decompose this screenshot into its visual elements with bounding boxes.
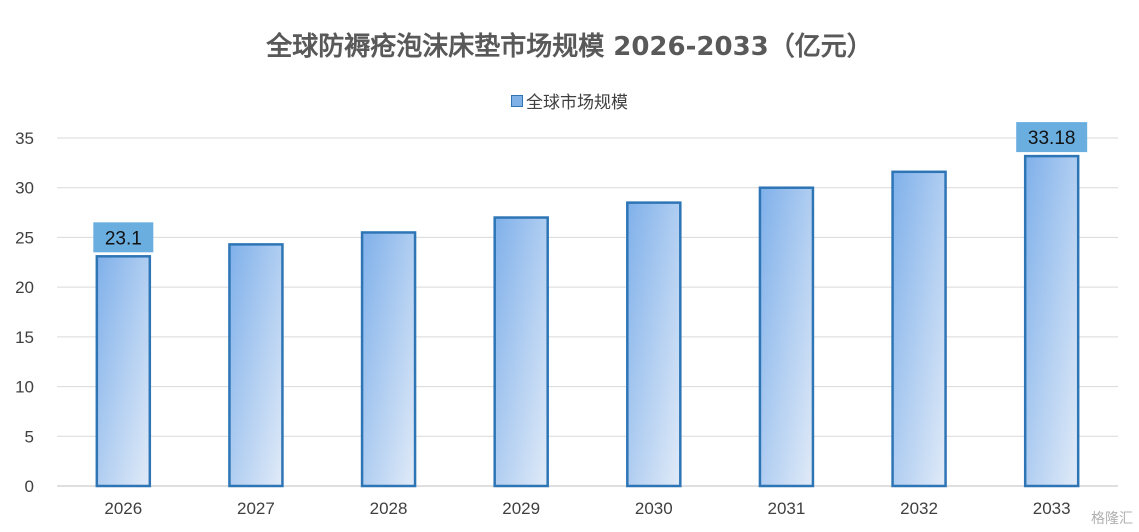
y-tick-label: 10 <box>15 378 34 397</box>
bar <box>758 186 815 488</box>
y-tick-label: 35 <box>15 129 34 148</box>
bar <box>95 255 152 488</box>
data-label-box <box>93 222 154 253</box>
bar <box>1023 154 1080 488</box>
x-tick-label: 2028 <box>370 499 408 518</box>
y-tick-label: 20 <box>15 278 34 297</box>
x-tick-label: 2026 <box>104 499 142 518</box>
legend: 全球市场规模 <box>0 88 1139 113</box>
y-tick-label: 25 <box>15 228 34 247</box>
data-label: 23.1 <box>105 228 142 249</box>
bar <box>228 243 284 488</box>
y-tick-label: 5 <box>25 427 34 446</box>
bar <box>891 170 947 488</box>
data-label-box <box>1016 122 1088 153</box>
x-tick-label: 2033 <box>1033 499 1071 518</box>
data-label: 33.18 <box>1028 128 1076 149</box>
y-tick-label: 15 <box>15 328 34 347</box>
y-tick-label: 30 <box>15 179 34 198</box>
legend-swatch <box>511 95 523 107</box>
y-tick-label: 0 <box>25 477 34 496</box>
x-tick-label: 2030 <box>635 499 673 518</box>
bar <box>360 231 417 488</box>
watermark: 格隆汇 <box>1091 511 1133 527</box>
x-tick-label: 2027 <box>237 499 275 518</box>
x-tick-label: 2031 <box>768 499 806 518</box>
chart-title: 全球防褥疮泡沫床垫市场规模 2026-2033（亿元） <box>266 32 873 62</box>
bar <box>626 201 682 488</box>
bar <box>493 216 549 488</box>
x-tick-label: 2029 <box>502 499 540 518</box>
x-tick-label: 2032 <box>900 499 938 518</box>
legend-label: 全球市场规模 <box>526 93 628 113</box>
